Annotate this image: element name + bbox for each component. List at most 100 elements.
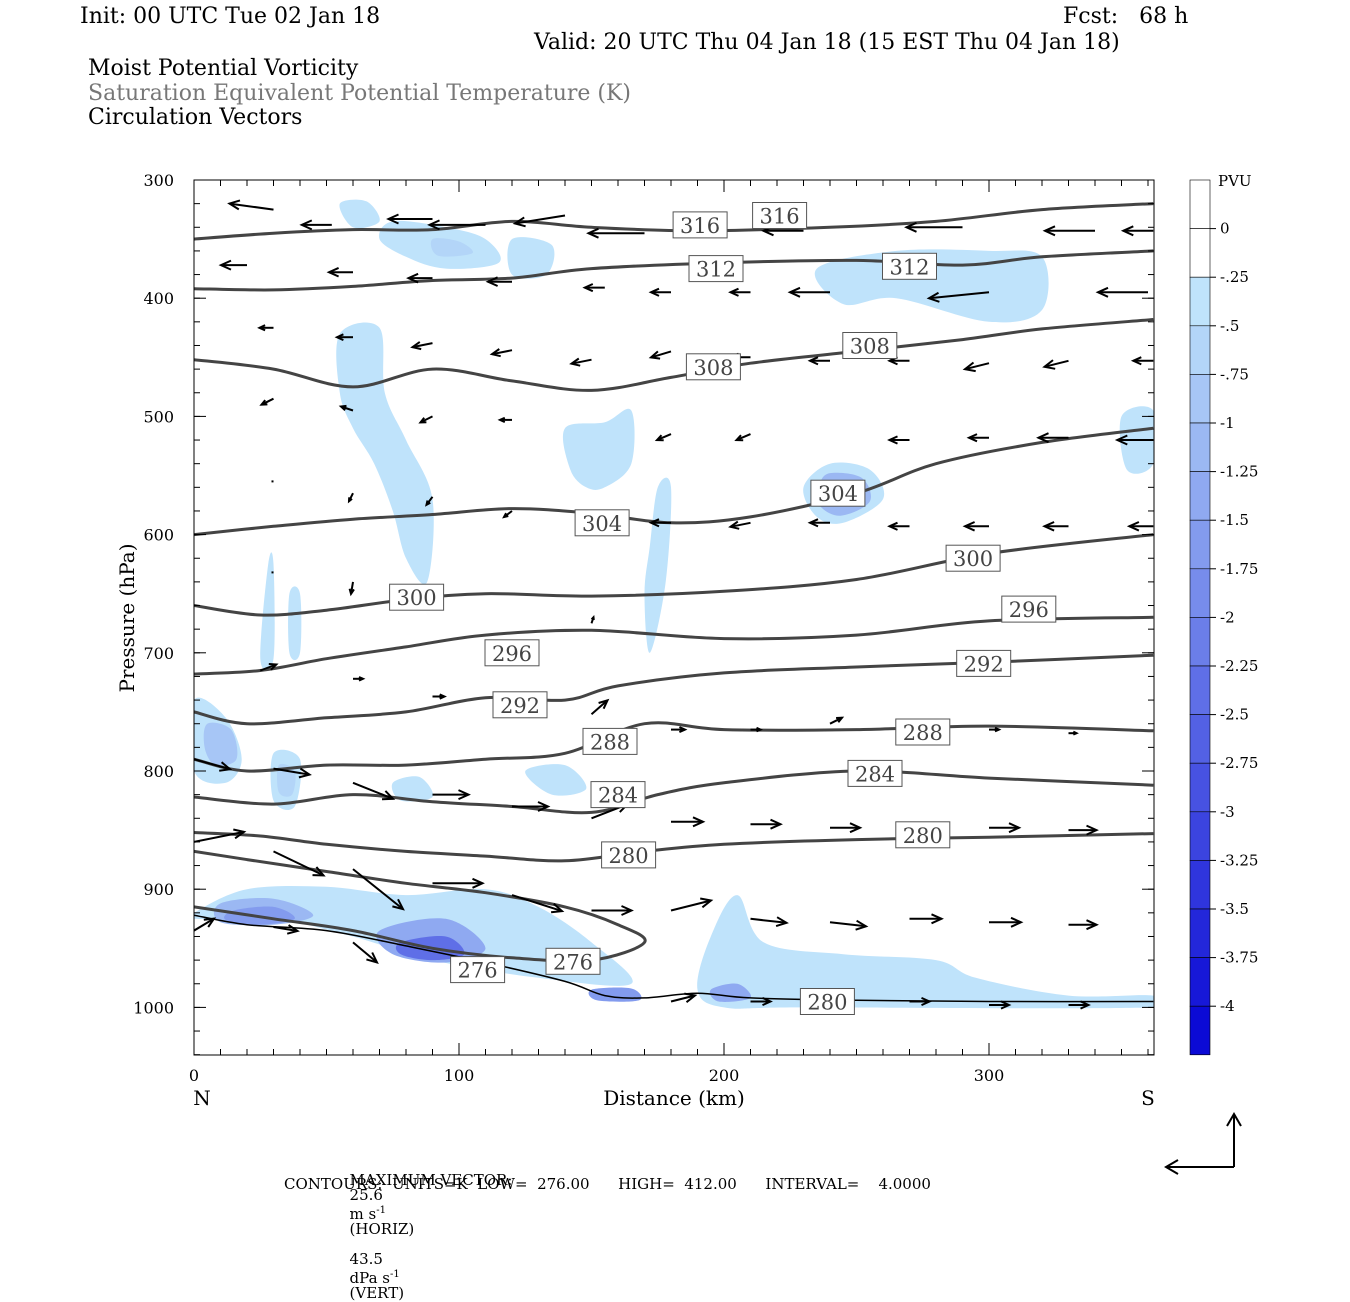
vector-head — [268, 663, 279, 671]
colorbar-swatch-0 — [1189, 179, 1211, 229]
vector-shaft — [514, 214, 566, 225]
vector-head — [1042, 225, 1056, 237]
contour-label-276: 276 — [450, 956, 506, 984]
terrain-line — [194, 914, 1154, 1003]
circulation-vector-14 — [582, 283, 605, 293]
vector-head — [1080, 1000, 1091, 1010]
vector-head — [1095, 286, 1109, 298]
circulation-vector-97 — [1068, 919, 1099, 931]
circulation-vector-82 — [830, 822, 863, 834]
contour-label-box — [574, 509, 630, 537]
vector-shaft — [352, 781, 394, 800]
circulation-vector-63 — [259, 663, 279, 672]
vector-head — [410, 341, 422, 351]
contour-label-312: 312 — [882, 252, 937, 280]
contour-label-box — [842, 332, 898, 359]
vector-head — [502, 512, 509, 519]
vector-head — [1008, 822, 1022, 834]
vector-head — [849, 822, 863, 834]
contour-label-text: 280 — [807, 991, 847, 1015]
vector-head — [418, 417, 427, 424]
vector-shaft — [229, 202, 274, 211]
contour-label-304: 304 — [810, 479, 866, 507]
colorbar-swatch-7 — [1189, 519, 1211, 570]
circulation-vector-96 — [989, 916, 1024, 928]
contour-label-box — [590, 781, 646, 809]
circulation-vector-22 — [410, 341, 433, 351]
x-end-label-north: N — [193, 1086, 211, 1110]
circulation-vector-30 — [1042, 359, 1069, 370]
circulation-vector-36 — [654, 433, 672, 442]
vector-head — [734, 434, 744, 442]
circulation-vector-15 — [648, 287, 671, 297]
vector-shaft — [273, 850, 324, 877]
colorbar-label: -2.75 — [1220, 754, 1258, 772]
vector-head — [926, 291, 940, 303]
vector-head — [1072, 730, 1079, 736]
circulation-vector-47 — [728, 520, 751, 530]
y-tick-label: 400 — [143, 289, 174, 308]
vector-shaft — [412, 342, 433, 349]
colorbar-label: -1 — [1220, 414, 1235, 432]
contour-label-text: 316 — [680, 214, 720, 238]
vector-head — [1042, 359, 1056, 370]
vector-head — [648, 350, 661, 360]
vector-head — [1010, 916, 1024, 928]
circulation-vector-81 — [750, 818, 783, 830]
pv-region-26 — [525, 764, 587, 796]
vector-head — [621, 905, 634, 916]
circulation-vector-21 — [334, 333, 353, 342]
circulation-vector-45 — [502, 510, 513, 519]
contour-label-box — [945, 544, 1001, 572]
contour-label-308: 308 — [842, 332, 898, 359]
vector-head — [299, 219, 313, 231]
isentrope-316 — [194, 202, 1154, 241]
field-title-vectors: Circulation Vectors — [88, 105, 303, 130]
contour-label-300: 300 — [945, 544, 1001, 572]
x-tick-label: 100 — [444, 1066, 475, 1085]
colorbar-swatch-10 — [1189, 665, 1211, 715]
colorbar-swatch-5 — [1189, 422, 1211, 472]
circulation-vector-99 — [273, 924, 300, 935]
vector-head — [762, 996, 773, 1007]
contour-label-box — [1001, 595, 1057, 623]
vector-head — [855, 919, 869, 931]
vector-head — [458, 789, 471, 801]
vector-head — [298, 767, 312, 779]
circulation-vector-10 — [218, 259, 247, 271]
isentrope-284 — [194, 769, 1154, 815]
vector-head — [348, 588, 355, 597]
circulation-vector-33 — [338, 404, 354, 412]
contour-label-box — [492, 691, 548, 719]
contour-label-text: 288 — [590, 730, 630, 754]
circulation-vector-25 — [648, 350, 672, 360]
circulation-vector-46 — [648, 518, 671, 528]
colorbar-swatch-9 — [1189, 617, 1211, 667]
contour-label-layer: 316 316 312 312 308 308 304 304 300 300 296 296 292 2… — [389, 202, 1057, 1015]
circulation-vector-5 — [586, 227, 645, 239]
pv-region-7 — [588, 987, 642, 1002]
circulation-vector-32 — [259, 397, 274, 406]
contour-label-280: 280 — [895, 821, 951, 849]
vector-shaft — [656, 433, 672, 442]
vector-shaft — [750, 917, 787, 924]
vector-shaft — [194, 917, 215, 932]
colorbar: PVU 0 -.25 -.5 -.75 -1 -1.25 -1.5 -1.75 -2 -2.25 -2… — [1189, 172, 1258, 1056]
circulation-vector-4 — [512, 214, 566, 228]
vector-head — [1042, 521, 1055, 532]
contour-label-text: 292 — [500, 694, 540, 718]
vector-head — [904, 221, 917, 233]
terrain-layer — [194, 914, 1154, 1003]
vector-head — [692, 816, 706, 828]
colorbar-swatch-8 — [1189, 568, 1211, 618]
circulation-vector-74 — [194, 758, 233, 772]
vector-head — [550, 903, 565, 914]
vector-head — [654, 434, 664, 442]
contour-label-300: 300 — [389, 583, 445, 611]
pv-region-18 — [430, 238, 474, 257]
vector-head — [358, 676, 366, 682]
vector-shaft — [273, 767, 310, 776]
circulation-vector-2 — [386, 213, 433, 225]
circulation-vector-80 — [671, 816, 706, 828]
vector-head — [770, 818, 783, 830]
